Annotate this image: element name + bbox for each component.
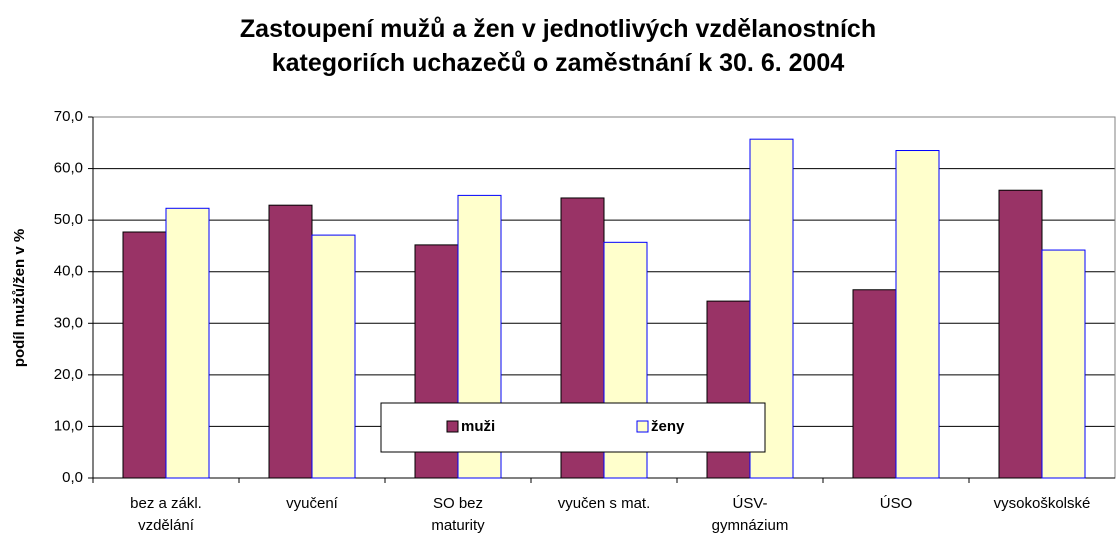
bar xyxy=(998,189,1043,479)
legend-label: muži xyxy=(461,418,495,435)
legend-swatch xyxy=(636,420,649,433)
bar xyxy=(852,289,897,479)
x-tick-label: bez a zákl. vzdělání xyxy=(130,495,202,534)
y-axis-label: podíl mužů/žen v % xyxy=(11,229,28,367)
bar xyxy=(122,231,167,479)
y-tick-label: 50,0 xyxy=(54,211,83,228)
x-tick-label: ÚSO xyxy=(879,495,913,512)
x-tick-label: ÚSV- gymnázium xyxy=(711,495,789,534)
y-tick-label: 60,0 xyxy=(54,160,83,177)
legend-swatch xyxy=(446,420,459,433)
y-tick-label: 0,0 xyxy=(62,469,83,486)
y-tick-label: 30,0 xyxy=(54,314,83,331)
y-tick-label: 70,0 xyxy=(54,108,83,125)
legend-label: ženy xyxy=(651,418,685,435)
x-tick-label: vyučen s mat. xyxy=(557,495,651,512)
bar xyxy=(895,150,940,479)
x-tick-label: SO bez maturity xyxy=(431,495,485,534)
chart-title: Zastoupení mužů a žen v jednotlivých vzd… xyxy=(239,15,877,77)
y-tick-label: 40,0 xyxy=(54,263,83,280)
x-tick-label: vysokoškolské xyxy=(993,495,1091,512)
bar xyxy=(311,234,356,479)
bar xyxy=(1041,249,1086,479)
y-tick-label: 20,0 xyxy=(54,366,83,383)
x-tick-label: vyučení xyxy=(286,495,338,512)
bar xyxy=(268,204,313,479)
y-tick-label: 10,0 xyxy=(54,417,83,434)
legend: muži ženy xyxy=(380,402,766,453)
legend-box xyxy=(380,402,766,453)
bar xyxy=(165,207,210,479)
